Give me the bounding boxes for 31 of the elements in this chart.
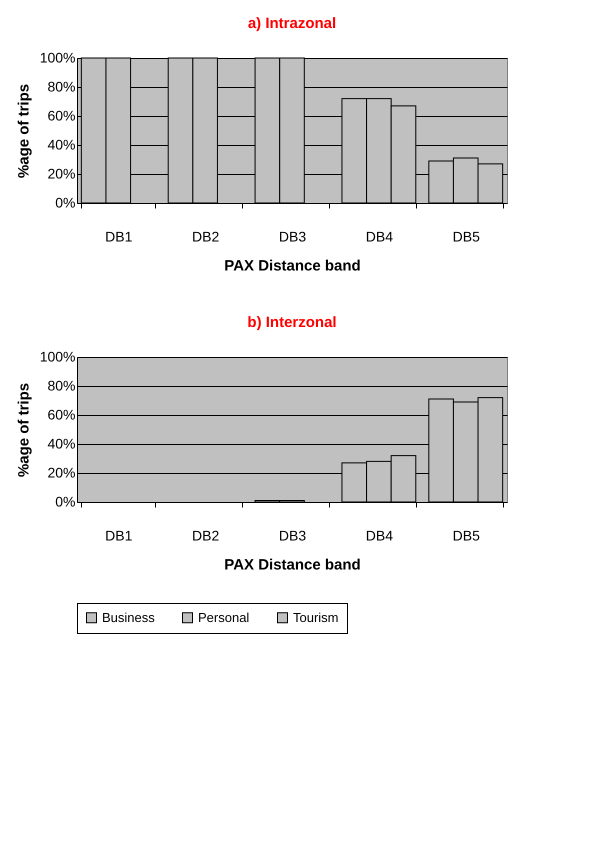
y-tick-label: 60% [47,108,76,124]
y-tick-label: 20% [47,464,76,480]
legend-label: Business [102,610,156,625]
y-tick-label: 60% [47,406,76,422]
x-axis-title: PAX Distance band [224,258,361,274]
y-tick-label: 20% [47,166,76,182]
y-tick-label: 0% [55,194,76,210]
y-tick-label: 80% [47,378,76,394]
x-tick-label: DB2 [192,528,220,544]
legend-label: Personal [198,610,250,625]
legend-label: Tourism [293,610,339,625]
x-axis-title: PAX Distance band [224,556,361,574]
x-tick-label: DB5 [452,228,480,244]
x-tick-label: DB1 [105,228,133,244]
y-tick-label: 40% [47,436,76,452]
y-axis-title: %age of trips [16,84,33,178]
chart-title: a) Intrazonal [248,15,336,32]
y-tick-label: 80% [47,78,76,94]
y-axis-title: %age of trips [16,382,33,478]
y-tick-label: 40% [47,136,76,152]
x-tick-label: DB4 [366,528,394,544]
x-tick-label: DB2 [192,228,220,244]
chart-title: b) Interzonal [247,314,337,331]
y-tick-label: 0% [55,494,76,510]
x-tick-label: DB3 [278,528,306,544]
y-tick-label: 100% [40,50,76,66]
x-tick-label: DB3 [278,228,306,244]
x-tick-label: DB1 [105,528,133,544]
x-tick-label: DB5 [452,528,480,544]
y-tick-label: 100% [40,348,76,364]
x-tick-label: DB4 [366,228,394,244]
